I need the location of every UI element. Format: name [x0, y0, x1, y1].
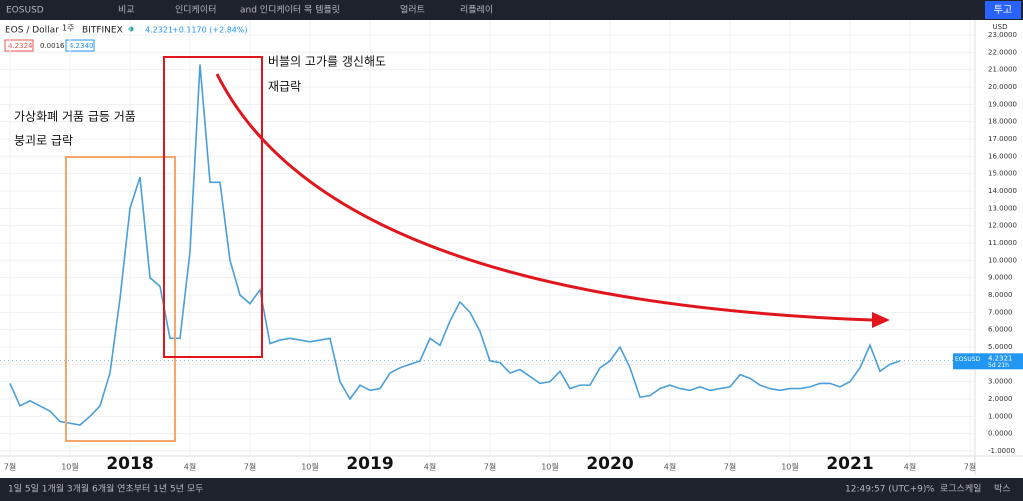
x-tick-label: 4월	[184, 462, 196, 472]
y-tick-label: 13.0000	[988, 204, 1017, 212]
auto-toggle[interactable]: 박스	[994, 484, 1011, 495]
y-tick-label: 21.0000	[988, 66, 1017, 74]
x-tick-label: 2018	[106, 454, 153, 474]
arrow-head	[872, 312, 890, 328]
y-tick-label: 7.0000	[988, 308, 1013, 316]
x-tick-label: 2019	[346, 454, 393, 474]
highlight-box	[163, 56, 263, 358]
y-tick-label: 11.0000	[988, 239, 1017, 247]
replay[interactable]: 리플레이	[460, 5, 493, 16]
x-tick-label: 7월	[244, 462, 256, 472]
last-price-countdown: 5d 21h	[988, 362, 1009, 369]
legend-price: 4.2321	[145, 26, 173, 35]
publish[interactable]: 투고	[994, 4, 1012, 16]
templates[interactable]: and 인디케이터 목 템플릿	[240, 4, 340, 16]
annotation: 재급락	[268, 80, 301, 94]
y-tick-label: 3.0000	[988, 378, 1013, 386]
bid-box[interactable]	[4, 39, 34, 52]
ask[interactable]: 4.2340	[69, 42, 94, 50]
currency: USD	[993, 23, 1008, 31]
x-tick-label: 10월	[61, 462, 79, 472]
compare[interactable]: 비교	[118, 5, 135, 16]
x-tick-label: 4월	[904, 462, 916, 472]
y-tick-label: 12.0000	[988, 222, 1017, 230]
publish-button[interactable]	[985, 1, 1021, 19]
x-tick-label: 2021	[826, 454, 873, 474]
y-tick-label: 5.0000	[988, 343, 1013, 351]
y-tick-label: 17.0000	[988, 135, 1017, 143]
y-tick-label: 8.0000	[988, 291, 1013, 299]
y-tick-label: -1.0000	[988, 447, 1015, 455]
status-dot	[128, 26, 134, 32]
y-tick-label: 1.0000	[988, 412, 1013, 420]
y-tick-label: 14.0000	[988, 187, 1017, 195]
range-buttons[interactable]: 1일 5일 1개월 3개월 6개월 연초부터 1년 5년 모두	[8, 483, 203, 495]
chart-area	[0, 20, 1023, 478]
percent-toggle[interactable]: %	[926, 485, 935, 495]
bottom-bar	[0, 478, 1023, 501]
y-tick-label: 19.0000	[988, 100, 1017, 108]
toolbar	[0, 0, 1023, 20]
bid[interactable]: 4.2324	[8, 42, 33, 50]
symbol[interactable]: EOSUSD	[6, 6, 44, 16]
y-tick-label: 23.0000	[988, 31, 1017, 39]
legend-interval: 1주	[62, 24, 74, 33]
x-tick-label: 7월	[484, 462, 496, 472]
last-price-tag	[953, 353, 1023, 370]
spread: 0.0016	[40, 42, 65, 50]
legend-name: EOS / Dollar	[5, 26, 59, 36]
annotation: 가상화폐 거품 급등 거품	[14, 110, 136, 124]
highlight-box	[65, 156, 176, 442]
x-tick-label: 4월	[664, 462, 676, 472]
x-tick-label: 4월	[424, 462, 436, 472]
y-tick-label: 6.0000	[988, 326, 1013, 334]
x-tick-label: 2020	[586, 454, 633, 474]
legend-change: +0.1170 (+2.84%)	[172, 26, 248, 35]
y-tick-label: 20.0000	[988, 83, 1017, 91]
y-tick-label: 18.0000	[988, 118, 1017, 126]
last-price-value: 4.2321	[988, 354, 1013, 362]
annotation: 붕괴로 급락	[14, 134, 73, 148]
x-tick-label: 10월	[781, 462, 799, 472]
ask-box[interactable]	[65, 39, 95, 52]
trend-arrow	[215, 73, 873, 322]
price-line	[9, 64, 901, 426]
legend-exchange: BITFINEX	[82, 26, 123, 36]
alert[interactable]: 얼러트	[400, 5, 425, 16]
x-tick-label: 7월	[724, 462, 736, 472]
y-tick-label: 15.0000	[988, 170, 1017, 178]
indicators[interactable]: 인디케이터	[175, 5, 216, 16]
annotation: 버블의 고가를 갱신해도	[268, 55, 386, 69]
y-tick-label: 16.0000	[988, 152, 1017, 160]
x-tick-label: 7월	[964, 462, 976, 472]
y-tick-label: 0.0000	[988, 430, 1013, 438]
x-tick-label: 10월	[541, 462, 559, 472]
y-tick-label: 2.0000	[988, 395, 1013, 403]
y-tick-label: 9.0000	[988, 274, 1013, 282]
log-toggle[interactable]: 로그스케일	[940, 484, 981, 495]
y-tick-label: 10.0000	[988, 256, 1017, 264]
last-price-symbol: EOSUSD	[955, 356, 981, 363]
clock: 12:49:57 (UTC+9)	[845, 485, 926, 495]
x-tick-label: 10월	[301, 462, 319, 472]
x-tick-label: 7월	[4, 462, 16, 472]
plot: 23.0000 22.0000 21.0000 20.0000 19.0000 18.00…	[0, 20, 1017, 474]
y-tick-label: 22.0000	[988, 48, 1017, 56]
